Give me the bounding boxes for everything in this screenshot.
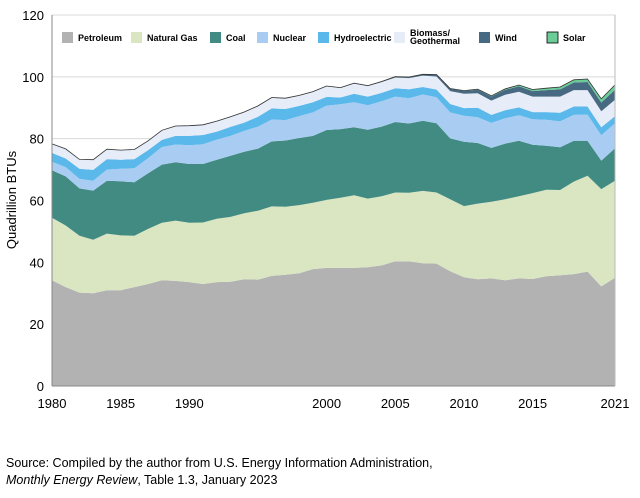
source-line-1: Source: Compiled by the author from U.S.… xyxy=(6,456,433,470)
total-outline xyxy=(51,73,616,161)
y-tick-label: 20 xyxy=(30,317,44,332)
x-tick-label: 1985 xyxy=(106,396,135,411)
area-hydroelectric xyxy=(52,87,615,181)
source-note: Source: Compiled by the author from U.S.… xyxy=(6,455,433,489)
y-axis-label: Quadrillion BTUs xyxy=(4,150,19,249)
source-line-2: Monthly Energy Review, Table 1.3, Januar… xyxy=(6,472,433,489)
area-biomass-geothermal xyxy=(52,75,615,170)
x-tick-label: 1990 xyxy=(175,396,204,411)
source-publication: Monthly Energy Review xyxy=(6,473,138,487)
x-tick-label: 2010 xyxy=(449,396,478,411)
area-series xyxy=(51,73,616,386)
x-tick-label: 2021 xyxy=(601,396,630,411)
legend-label: Wind xyxy=(495,33,517,43)
legend-label: Natural Gas xyxy=(147,33,198,43)
x-tick-label: 2000 xyxy=(312,396,341,411)
legend-swatch xyxy=(62,32,73,43)
legend-label: Coal xyxy=(226,33,246,43)
legend-swatch xyxy=(394,32,405,43)
legend-swatch xyxy=(257,32,268,43)
source-details: , Table 1.3, January 2023 xyxy=(137,473,278,487)
y-tick-label: 80 xyxy=(30,132,44,147)
legend-swatch xyxy=(131,32,142,43)
area-natural-gas xyxy=(52,175,615,294)
area-petroleum xyxy=(52,261,615,386)
legend-label: Biomass/ xyxy=(410,28,451,38)
legend: Petroleum Natural Gas Coal Nuclear Hydroelec… xyxy=(62,28,586,46)
y-tick-label: 60 xyxy=(30,194,44,209)
x-tick-label: 1980 xyxy=(38,396,67,411)
legend-swatch xyxy=(546,31,559,44)
area-coal xyxy=(52,120,615,240)
legend-swatch xyxy=(318,32,329,43)
legend-label: Geothermal xyxy=(410,36,460,46)
area-nuclear xyxy=(52,94,615,191)
legend-label: Solar xyxy=(563,33,586,43)
x-tick-label: 2005 xyxy=(381,396,410,411)
x-tick-labels: 1980 1985 1990 2000 2005 2010 2015 2021 xyxy=(38,396,630,411)
x-tick-label: 2015 xyxy=(518,396,547,411)
y-tick-label: 100 xyxy=(22,70,44,85)
y-tick-label: 40 xyxy=(30,255,44,270)
legend-label: Petroleum xyxy=(78,33,122,43)
legend-label: Nuclear xyxy=(273,33,307,43)
legend-swatch xyxy=(210,32,221,43)
y-tick-label: 0 xyxy=(37,379,44,394)
y-tick-labels: 0 20 40 60 80 100 120 xyxy=(22,8,44,394)
legend-swatch xyxy=(479,32,490,43)
stacked-area-chart: 0 20 40 60 80 100 120 1980 1985 1990 2000 2005 2010… xyxy=(4,8,630,411)
y-tick-label: 120 xyxy=(22,8,44,23)
legend-label: Hydroelectric xyxy=(334,33,392,43)
